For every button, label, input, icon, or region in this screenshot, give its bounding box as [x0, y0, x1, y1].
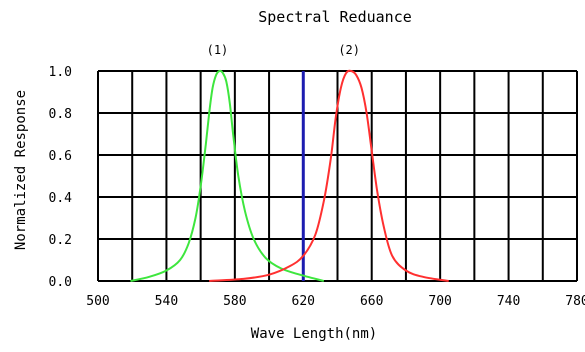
- y-tick-label: 1.0: [49, 65, 72, 80]
- series-annotations: (1) (2): [207, 43, 360, 57]
- axis-ticks: 500 540 580 620 660 700 740 780 0.0 0.2 0.4 0.6 0.8 1…: [49, 65, 585, 309]
- spectral-curves: [130, 69, 449, 282]
- y-tick-label: 0.6: [49, 149, 72, 164]
- series-line-2: [209, 69, 449, 282]
- y-tick-label: 0.8: [49, 107, 72, 122]
- series-label-1: (1): [207, 43, 229, 57]
- chart-title: Spectral Reduance: [258, 8, 412, 26]
- series-label-2: (2): [338, 43, 360, 57]
- x-tick-label: 540: [155, 294, 178, 309]
- x-tick-label: 700: [428, 294, 451, 309]
- y-tick-label: 0.2: [49, 233, 72, 248]
- plot-grid: [97, 70, 578, 282]
- y-tick-label: 0.0: [49, 275, 72, 290]
- x-tick-label: 660: [360, 294, 383, 309]
- y-axis-label: Normalized Response: [13, 90, 29, 250]
- x-tick-label: 500: [86, 294, 109, 309]
- y-tick-label: 0.4: [49, 191, 73, 206]
- x-tick-label: 580: [223, 294, 246, 309]
- x-tick-label: 620: [292, 294, 315, 309]
- x-axis-label: Wave Length(nm): [251, 326, 377, 342]
- x-tick-label: 780: [565, 294, 585, 309]
- series-line-1: [130, 69, 325, 282]
- x-tick-label: 740: [497, 294, 520, 309]
